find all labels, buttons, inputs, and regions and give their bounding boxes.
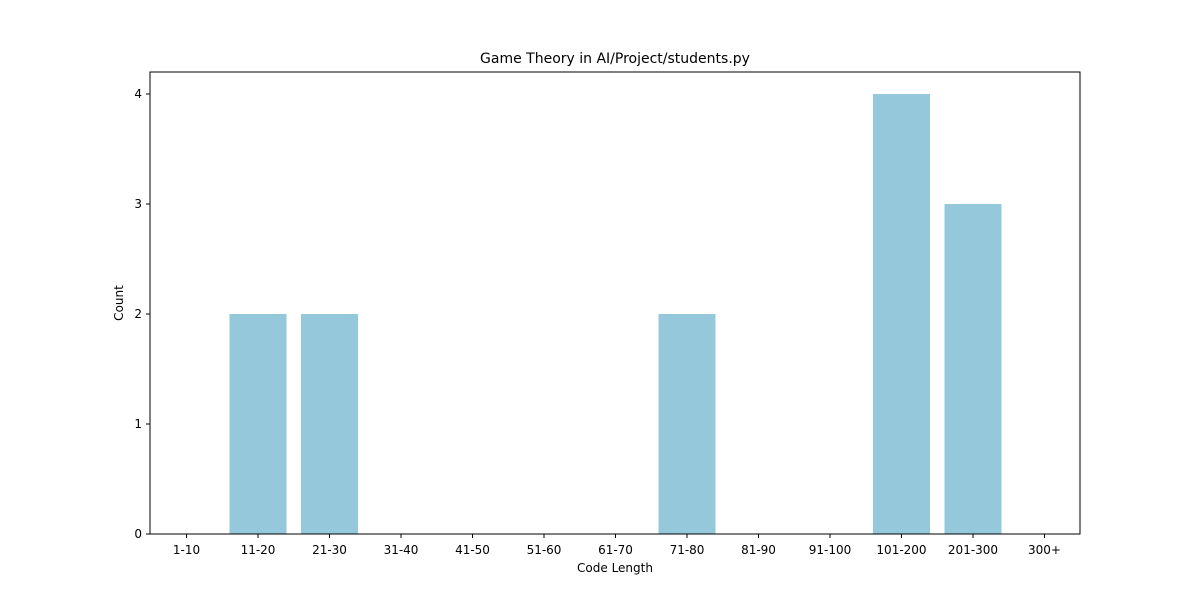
x-tick-label: 1-10 bbox=[173, 543, 200, 557]
bar-71-80 bbox=[658, 314, 716, 534]
plot-frame bbox=[149, 71, 1081, 535]
y-tick-label: 2 bbox=[134, 307, 142, 321]
y-axis-label: Count bbox=[112, 285, 126, 321]
x-tick-label: 21-30 bbox=[312, 543, 347, 557]
y-axis: 0 1 2 3 4 bbox=[134, 87, 150, 541]
x-tick-label: 11-20 bbox=[241, 543, 276, 557]
y-tick-label: 1 bbox=[134, 417, 142, 431]
y-tick-label: 3 bbox=[134, 197, 142, 211]
x-tick-label: 41-50 bbox=[455, 543, 490, 557]
bar-201-300 bbox=[944, 204, 1002, 534]
x-tick-label: 201-300 bbox=[948, 543, 998, 557]
bar-11-20 bbox=[229, 314, 287, 534]
x-tick-label: 81-90 bbox=[741, 543, 776, 557]
x-tick-label: 51-60 bbox=[527, 543, 562, 557]
x-axis: 1-10 11-20 21-30 31-40 41-50 51-60 61-70 71-80 8… bbox=[173, 534, 1061, 557]
bar-101-200 bbox=[873, 94, 930, 534]
x-tick-label: 300+ bbox=[1028, 543, 1061, 557]
bars-group bbox=[229, 94, 1002, 534]
x-tick-label: 91-100 bbox=[809, 543, 852, 557]
chart-title: Game Theory in AI/Project/students.py bbox=[480, 51, 750, 67]
y-tick-label: 4 bbox=[134, 87, 142, 101]
bar-21-30 bbox=[301, 314, 358, 534]
x-tick-label: 61-70 bbox=[598, 543, 633, 557]
x-tick-label: 71-80 bbox=[670, 543, 705, 557]
x-tick-label: 101-200 bbox=[876, 543, 926, 557]
y-tick-label: 0 bbox=[134, 527, 142, 541]
x-tick-label: 31-40 bbox=[384, 543, 419, 557]
x-axis-label: Code Length bbox=[577, 561, 653, 575]
